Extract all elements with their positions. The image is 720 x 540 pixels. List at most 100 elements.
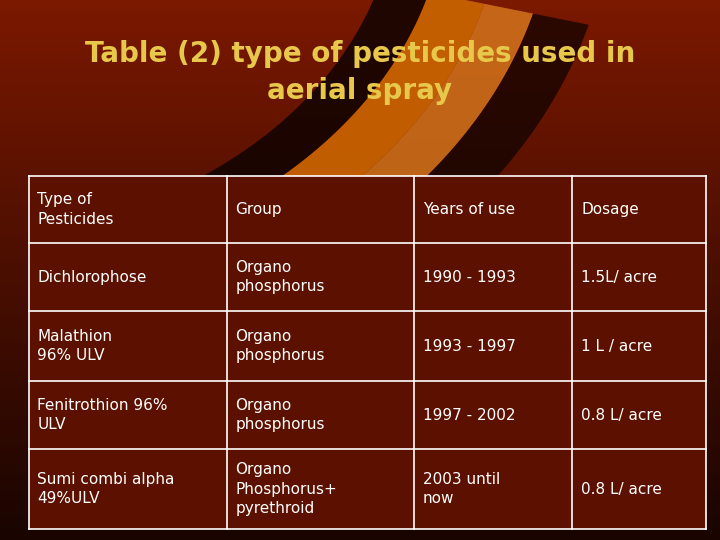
- PathPatch shape: [197, 0, 428, 211]
- Text: Type of
Pesticides: Type of Pesticides: [37, 192, 114, 227]
- Text: 0.8 L/ acre: 0.8 L/ acre: [581, 408, 662, 423]
- Bar: [0, 243, 720, 248]
- Bar: [0, 200, 720, 205]
- Bar: [0, 254, 720, 259]
- Bar: [0, 464, 720, 470]
- Bar: [0, 135, 720, 140]
- Text: Organo
phosphorus: Organo phosphorus: [235, 260, 325, 294]
- Bar: [0, 221, 720, 227]
- Bar: [0, 443, 720, 448]
- Bar: [0, 194, 720, 200]
- Bar: [0, 481, 720, 486]
- Text: Dichlorophose: Dichlorophose: [37, 270, 147, 285]
- Bar: [0, 356, 720, 362]
- Bar: [0, 119, 720, 124]
- Bar: [0, 146, 720, 151]
- Text: 1993 - 1997: 1993 - 1997: [423, 339, 516, 354]
- Bar: [0, 335, 720, 340]
- Bar: [0, 383, 720, 389]
- Bar: [0, 157, 720, 162]
- Bar: [0, 238, 720, 243]
- Bar: [0, 76, 720, 81]
- Bar: [0, 92, 720, 97]
- Bar: [0, 475, 720, 481]
- Bar: [0, 508, 720, 513]
- Bar: [0, 529, 720, 535]
- Bar: [0, 340, 720, 346]
- Bar: [0, 70, 720, 76]
- Bar: [0, 173, 720, 178]
- Bar: [29, 176, 706, 529]
- Bar: [0, 113, 720, 119]
- Text: Organo
phosphorus: Organo phosphorus: [235, 329, 325, 363]
- Bar: [0, 308, 720, 313]
- Bar: [0, 248, 720, 254]
- Bar: [0, 448, 720, 454]
- Bar: [0, 378, 720, 383]
- Text: Organo
Phosphorus+
pyrethroid: Organo Phosphorus+ pyrethroid: [235, 462, 337, 516]
- Bar: [0, 313, 720, 319]
- Bar: [0, 524, 720, 529]
- Text: Organo
phosphorus: Organo phosphorus: [235, 398, 325, 432]
- Bar: [0, 535, 720, 540]
- Bar: [0, 65, 720, 70]
- Bar: [0, 297, 720, 302]
- Bar: [0, 502, 720, 508]
- Text: Malathion
96% ULV: Malathion 96% ULV: [37, 329, 112, 363]
- Bar: [0, 389, 720, 394]
- Bar: [0, 416, 720, 421]
- Bar: [0, 227, 720, 232]
- Bar: [0, 270, 720, 275]
- Bar: [0, 281, 720, 286]
- Bar: [0, 470, 720, 475]
- Bar: [0, 491, 720, 497]
- Text: Table (2) type of pesticides used in
aerial spray: Table (2) type of pesticides used in aer…: [85, 40, 635, 105]
- Bar: [0, 38, 720, 43]
- Text: 1 L / acre: 1 L / acre: [581, 339, 652, 354]
- Bar: [0, 497, 720, 502]
- Text: 1.5L/ acre: 1.5L/ acre: [581, 270, 657, 285]
- Bar: [0, 324, 720, 329]
- Bar: [0, 367, 720, 373]
- Bar: [0, 432, 720, 437]
- Text: 1997 - 2002: 1997 - 2002: [423, 408, 515, 423]
- PathPatch shape: [225, 0, 485, 246]
- Bar: [0, 459, 720, 464]
- Bar: [0, 437, 720, 443]
- Bar: [0, 259, 720, 265]
- Bar: [0, 178, 720, 184]
- Bar: [0, 275, 720, 281]
- Bar: [0, 5, 720, 11]
- Bar: [0, 286, 720, 292]
- Bar: [0, 184, 720, 189]
- Bar: [0, 427, 720, 432]
- Bar: [0, 167, 720, 173]
- Text: Sumi combi alpha
49%ULV: Sumi combi alpha 49%ULV: [37, 472, 175, 506]
- Text: Years of use: Years of use: [423, 202, 515, 217]
- Bar: [0, 86, 720, 92]
- PathPatch shape: [287, 14, 589, 312]
- Bar: [0, 108, 720, 113]
- Bar: [0, 81, 720, 86]
- Bar: [0, 410, 720, 416]
- Bar: [0, 124, 720, 130]
- Bar: [0, 130, 720, 135]
- Bar: [0, 0, 720, 5]
- Bar: [0, 405, 720, 410]
- Bar: [0, 16, 720, 22]
- Bar: [0, 232, 720, 238]
- Bar: [0, 43, 720, 49]
- Bar: [0, 49, 720, 54]
- Bar: [0, 329, 720, 335]
- Bar: [0, 292, 720, 297]
- Bar: [0, 265, 720, 270]
- Bar: [0, 11, 720, 16]
- Bar: [0, 189, 720, 194]
- Bar: [0, 302, 720, 308]
- Bar: [0, 518, 720, 524]
- Bar: [0, 421, 720, 427]
- Text: Group: Group: [235, 202, 282, 217]
- Text: 1990 - 1993: 1990 - 1993: [423, 270, 516, 285]
- Text: Dosage: Dosage: [581, 202, 639, 217]
- Bar: [0, 151, 720, 157]
